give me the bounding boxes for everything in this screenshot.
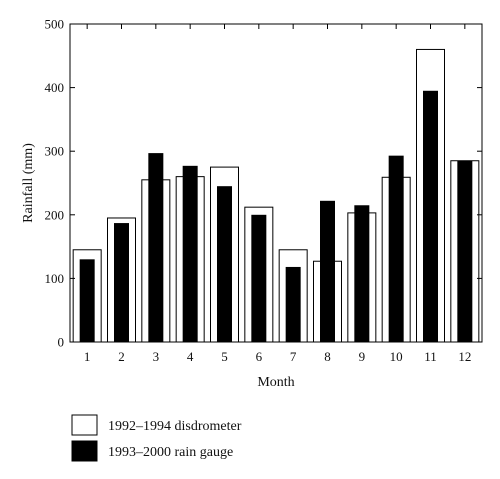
y-axis: 0 100 200 300 400 500 xyxy=(45,17,482,350)
y-tick-label: 0 xyxy=(58,335,65,350)
bar-rain-gauge-month-5 xyxy=(217,186,232,342)
x-tick-label: 8 xyxy=(324,349,331,364)
x-tick-label: 4 xyxy=(187,349,194,364)
bar-rain-gauge-month-6 xyxy=(251,214,267,342)
x-tick-label: 3 xyxy=(153,349,160,364)
y-tick-label: 400 xyxy=(45,80,65,95)
bar-rain-gauge-month-4 xyxy=(182,165,198,342)
x-tick-label: 6 xyxy=(256,349,263,364)
y-tick-label: 200 xyxy=(45,207,65,222)
bar-rain-gauge-month-9 xyxy=(354,205,370,342)
x-axis: 1 2 3 4 5 6 7 8 9 10 11 12 xyxy=(84,24,471,364)
legend-label-disdrometer: 1992–1994 disdrometer xyxy=(108,419,242,434)
bar-rain-gauge-month-2 xyxy=(114,223,129,342)
x-tick-label: 12 xyxy=(458,349,471,364)
legend-swatch-disdrometer xyxy=(71,414,98,436)
y-tick-label: 500 xyxy=(45,17,65,32)
x-tick-label: 10 xyxy=(390,349,403,364)
plot-frame xyxy=(69,23,483,343)
bar-rain-gauge-month-8 xyxy=(320,200,335,342)
bar-rain-gauge-month-11 xyxy=(423,90,438,342)
x-tick-label: 5 xyxy=(221,349,228,364)
x-tick-label: 2 xyxy=(118,349,125,364)
bar-rain-gauge-month-1 xyxy=(79,259,95,342)
x-tick-label: 9 xyxy=(359,349,366,364)
bars-layer xyxy=(72,48,480,343)
y-axis-label: Rainfall (mm) xyxy=(21,143,36,223)
x-tick-label: 11 xyxy=(424,349,437,364)
x-axis-label: Month xyxy=(257,375,294,390)
legend: 1992–1994 disdrometer 1993–2000 rain gau… xyxy=(71,414,242,462)
y-tick-label: 300 xyxy=(45,144,65,159)
y-tick-label: 100 xyxy=(45,271,65,286)
bar-rain-gauge-month-10 xyxy=(388,155,404,342)
x-tick-label: 1 xyxy=(84,349,91,364)
x-tick-label: 7 xyxy=(290,349,297,364)
bar-rain-gauge-month-12 xyxy=(457,160,473,342)
bar-rain-gauge-month-3 xyxy=(148,153,164,342)
bar-rain-gauge-month-7 xyxy=(285,266,301,342)
legend-swatch-rain-gauge xyxy=(71,440,98,462)
legend-label-rain-gauge: 1993–2000 rain gauge xyxy=(108,445,233,460)
